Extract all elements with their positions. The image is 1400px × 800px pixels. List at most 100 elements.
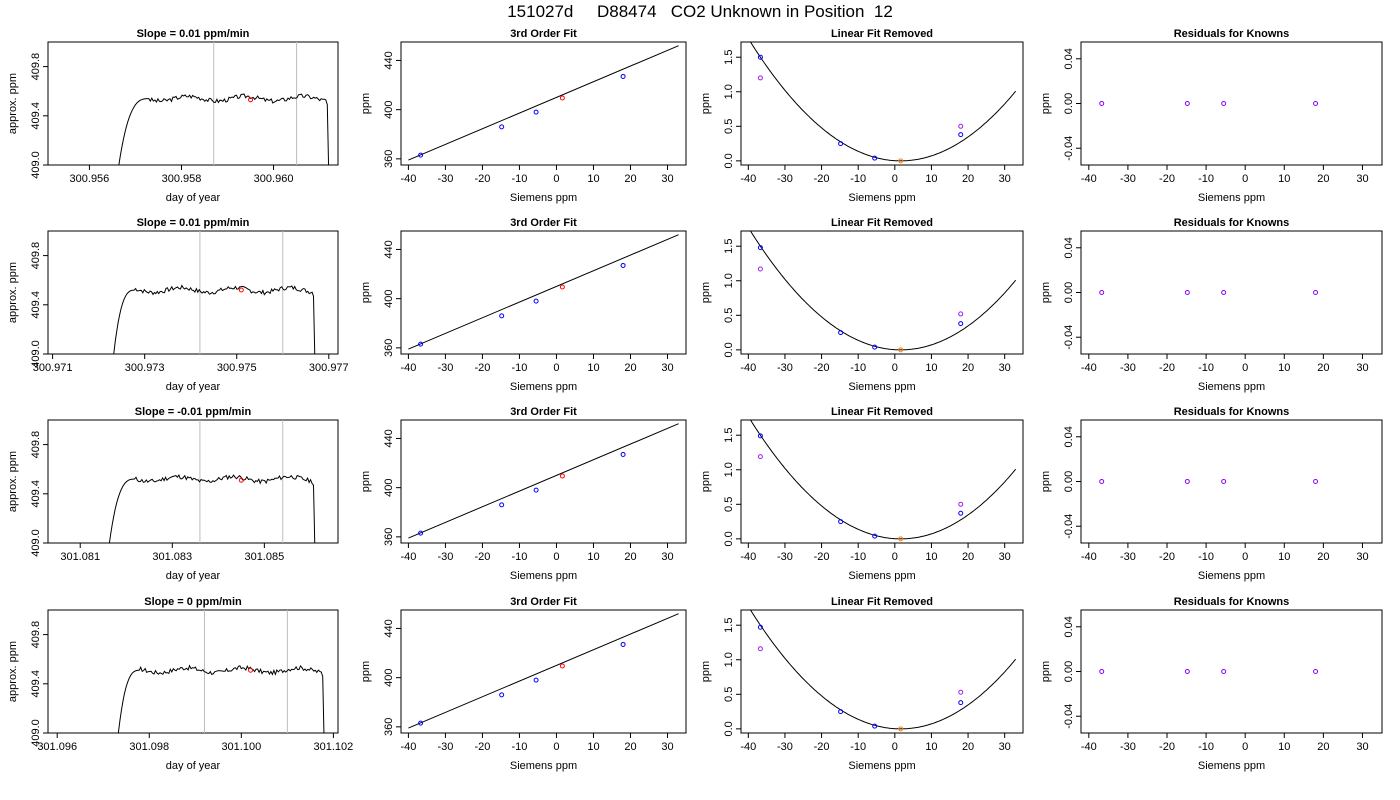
y-axis-label: ppm [1040,471,1052,492]
chart-title: Residuals for Knowns [1174,217,1290,229]
x-tick-label: 20 [624,741,636,753]
y-tick-label: 1.0 [723,273,735,288]
x-tick-label: 20 [962,362,974,374]
x-tick-label: -40 [740,741,756,753]
chart-title: 3rd Order Fit [510,596,577,608]
x-tick-label: -10 [511,173,527,185]
unknown-point [559,663,565,669]
x-tick-label: -30 [777,551,793,563]
plot-frame [400,419,687,544]
unknown-point [559,473,565,479]
x-tick-label: -30 [1120,362,1136,374]
y-tick-label: 400 [383,100,395,118]
known-point [418,720,424,726]
y-tick-label: 360 [383,339,395,357]
y-tick-label: 0.0 [723,721,735,736]
y-axis-label: ppm [700,471,712,492]
y-tick-label: 409.0 [30,151,42,179]
known-point [838,330,844,336]
x-tick-label: 20 [962,551,974,563]
chart-title: Residuals for Knowns [1174,28,1290,40]
original-point [958,689,964,695]
y-axis-label: ppm [700,282,712,303]
fit-line [408,613,679,729]
x-tick-label: 0 [892,362,898,374]
x-tick-label: 301.098 [129,741,169,753]
x-tick-label: 10 [1278,173,1290,185]
fit-line [408,234,679,350]
plot-frame [47,41,339,166]
x-tick-label: 30 [999,362,1011,374]
known-point [533,109,539,115]
x-axis-label: Siemens ppm [848,760,915,772]
plot-frame [740,419,1024,544]
x-tick-label: -20 [1159,362,1175,374]
y-axis-label: ppm [1040,661,1052,682]
chart-title: 3rd Order Fit [510,217,577,229]
x-tick-label: -40 [400,551,416,563]
x-tick-label: 30 [661,173,673,185]
plot-area [1099,290,1319,295]
y-axis-label: approx. ppm [7,262,19,323]
known-point [757,624,763,630]
x-tick-label: 30 [1356,741,1368,753]
known-point [838,141,844,147]
fit-curve [749,42,1017,162]
y-tick-label: 0.00 [1063,282,1075,303]
y-tick-label: 400 [383,668,395,686]
fit-line [408,423,679,539]
known-point [958,321,964,327]
known-point [533,487,539,493]
x-tick-label: 300.956 [70,173,110,185]
original-point [958,123,964,129]
plot-area [1099,669,1319,674]
y-tick-label: 440 [383,619,395,637]
concentration-trace [108,474,316,543]
y-tick-label: 0.00 [1063,471,1075,492]
fit-curve [749,610,1017,730]
y-tick-label: -0.04 [1063,514,1075,539]
y-axis-label: ppm [700,93,712,114]
plot-area [408,423,679,539]
unknown-point [898,726,904,732]
x-tick-label: 0 [1242,173,1248,185]
panel-2-1: Slope = 0.01 ppm/min 300.971 300.973 300.97… [7,217,349,393]
x-tick-label: -30 [777,362,793,374]
y-axis-label: ppm [360,661,372,682]
residual-point [1313,290,1319,295]
x-axis-label: Siemens ppm [510,192,577,204]
y-tick-label: 409.0 [30,340,42,368]
y-tick-label: 1.5 [723,50,735,65]
x-tick-label: -40 [1081,362,1097,374]
y-tick-label: 0.00 [1063,661,1075,682]
known-point [499,692,505,698]
x-tick-label: -10 [511,362,527,374]
plot-area [749,231,1017,353]
x-tick-label: -10 [850,173,866,185]
plot-area [108,420,316,543]
x-tick-label: -40 [1081,173,1097,185]
plot-area [408,45,679,161]
y-tick-label: 0.5 [723,687,735,702]
known-point [838,519,844,525]
unknown-point [248,97,254,103]
x-tick-label: 10 [925,362,937,374]
y-axis-label: approx. ppm [7,451,19,512]
x-tick-label: 0 [1242,741,1248,753]
chart-title: Linear Fit Removed [831,596,933,608]
plot-area [113,231,316,354]
x-axis-label: day of year [166,192,221,204]
x-tick-label: 10 [925,173,937,185]
residual-point [1221,669,1227,674]
known-point [757,54,763,60]
x-tick-label: 0 [892,741,898,753]
x-tick-label: -10 [1198,173,1214,185]
panel-1-1: Slope = 0.01 ppm/min 300.956 300.958 300.96… [7,28,339,204]
x-tick-label: -10 [511,551,527,563]
y-tick-label: 360 [383,718,395,736]
plot-frame [400,230,687,355]
residual-point [1099,479,1105,484]
x-tick-label: -10 [850,362,866,374]
x-tick-label: 20 [1317,741,1329,753]
panel-2-3: Linear Fit Removed -40 -30 -20 -10 0 10 20 30 0.0… [700,217,1024,393]
